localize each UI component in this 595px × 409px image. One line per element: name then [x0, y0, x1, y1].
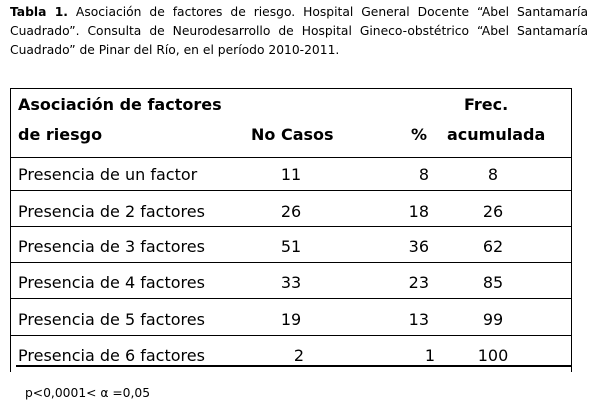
row-separator [11, 226, 571, 227]
caption-text: Asociación de factores de riesgo. Hospit… [10, 5, 588, 57]
table-row-5-factor: Presencia de 5 factores [18, 310, 205, 329]
header-col4-line2: acumulada [447, 125, 546, 144]
table-row-2-factor: Presencia de 2 factores [18, 202, 205, 221]
row-separator [11, 190, 571, 191]
table-row-2-frec: 26 [482, 202, 504, 221]
header-col3: % [411, 125, 428, 144]
table-row-5-pct: 13 [408, 310, 429, 329]
table-row-3-factor: Presencia de 3 factores [18, 237, 205, 256]
header-separator [11, 157, 571, 158]
table-row-3-pct: 36 [408, 237, 429, 256]
table-row-4-pct: 23 [408, 273, 429, 292]
header-col4-line1: Frec. [464, 95, 509, 114]
table-row-4-frec: 85 [482, 273, 504, 292]
table-row-5-casos: 19 [280, 310, 302, 329]
header-col1-line1: Asociación de factores [18, 95, 222, 114]
header-col2: No Casos [251, 125, 334, 144]
table-row-3-casos: 51 [280, 237, 302, 256]
risk-factors-table: Asociación de factores de riesgo No Caso… [10, 88, 572, 372]
table-row-5-frec: 99 [482, 310, 504, 329]
table-row-2-pct: 18 [408, 202, 429, 221]
header-col1-line2: de riesgo [18, 125, 103, 144]
table-caption: Tabla 1. Asociación de factores de riesg… [10, 3, 588, 60]
row-separator [11, 262, 571, 263]
table-row-6-pct: 1 [424, 346, 435, 365]
table-row-1-factor: Presencia de un factor [18, 165, 198, 184]
table-row-3-frec: 62 [482, 237, 504, 256]
table-row-4-casos: 33 [280, 273, 302, 292]
table-bottom-rule [16, 365, 572, 367]
table-row-1-casos: 11 [280, 165, 302, 184]
table-row-6-frec: 100 [477, 346, 509, 365]
table-row-6-factor: Presencia de 6 factores [18, 346, 205, 365]
table-row-1-frec: 8 [487, 165, 499, 184]
table-row-2-casos: 26 [280, 202, 302, 221]
row-separator [11, 298, 571, 299]
row-separator [11, 335, 571, 336]
table-row-1-pct: 8 [418, 165, 429, 184]
table-row-4-factor: Presencia de 4 factores [18, 273, 205, 292]
significance-note: p<0,0001< α =0,05 [25, 386, 151, 400]
caption-label: Tabla 1. [10, 5, 68, 19]
table-row-6-casos: 2 [293, 346, 305, 365]
